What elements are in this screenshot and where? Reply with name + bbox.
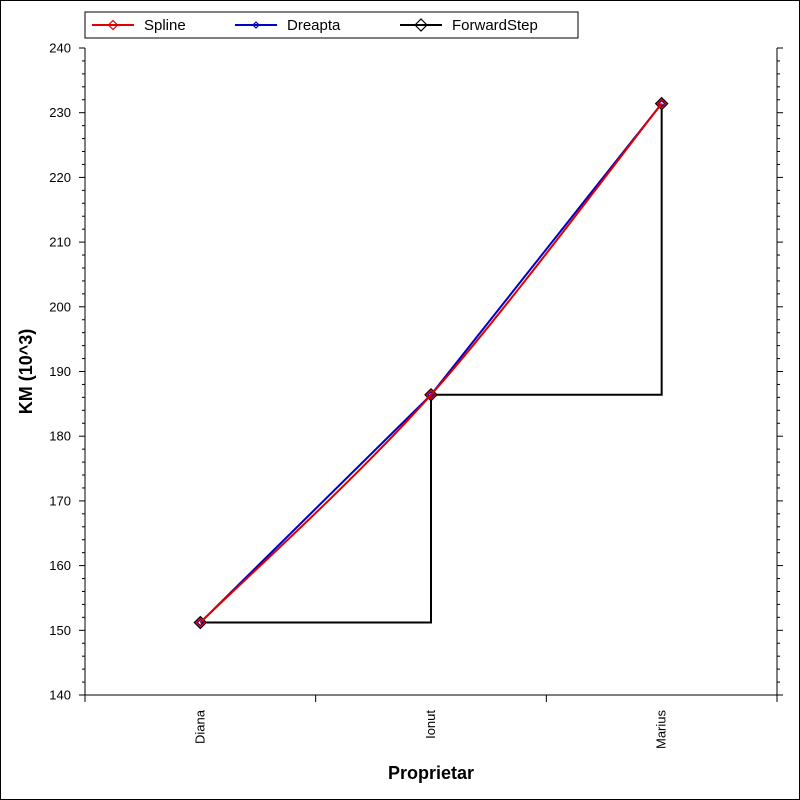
- series-line: [199, 103, 663, 624]
- data-point-marker: [425, 389, 437, 401]
- y-tick-label: 170: [49, 493, 71, 508]
- data-point-marker: [194, 617, 206, 628]
- y-tick-label: 180: [49, 429, 71, 444]
- axes: [79, 47, 783, 702]
- y-tick-labels: 140 150 160 170 180 190 200 210 220 230 240: [49, 41, 71, 703]
- x-tick-label: Ionut: [423, 710, 438, 739]
- x-tick-label: Diana: [192, 709, 207, 744]
- x-axis-title: Proprietar: [388, 763, 474, 783]
- legend-item-forwardstep: ForwardStep: [400, 17, 538, 34]
- legend: Spline Dreapta ForwardStep: [84, 11, 579, 39]
- series-layer: [193, 96, 669, 630]
- y-tick-label: 140: [49, 688, 71, 703]
- legend-item-spline: Spline: [92, 17, 186, 34]
- legend-marker: [252, 21, 260, 29]
- legend-item-dreapta: Dreapta: [235, 17, 341, 34]
- data-point-marker: [656, 98, 668, 109]
- x-tick-label: Marius: [654, 710, 669, 750]
- legend-label: Dreapta: [287, 17, 341, 34]
- y-tick-label: 220: [49, 170, 71, 185]
- data-point-marker: [657, 99, 666, 108]
- legend-label: Spline: [144, 17, 186, 34]
- series-spline: [194, 98, 668, 628]
- y-tick-label: 230: [49, 105, 71, 120]
- y-tick-label: 200: [49, 299, 71, 314]
- y-tick-label: 150: [49, 623, 71, 638]
- y-tick-label: 240: [49, 41, 71, 56]
- series-forwardstep: [193, 96, 669, 630]
- legend-box: [84, 11, 579, 39]
- y-axis-title: KM (10^3): [16, 329, 36, 415]
- y-tick-label: 210: [49, 235, 71, 250]
- legend-label: ForwardStep: [452, 17, 538, 34]
- legend-marker: [414, 18, 428, 32]
- data-point-marker: [424, 387, 438, 402]
- data-point-marker: [193, 615, 208, 630]
- legend-marker: [107, 19, 119, 31]
- series-line: [200, 103, 663, 624]
- y-tick-label: 160: [49, 558, 71, 573]
- x-tick-labels: Diana Ionut Marius: [192, 709, 668, 749]
- data-point-marker: [654, 96, 669, 111]
- y-tick-label: 190: [49, 364, 71, 379]
